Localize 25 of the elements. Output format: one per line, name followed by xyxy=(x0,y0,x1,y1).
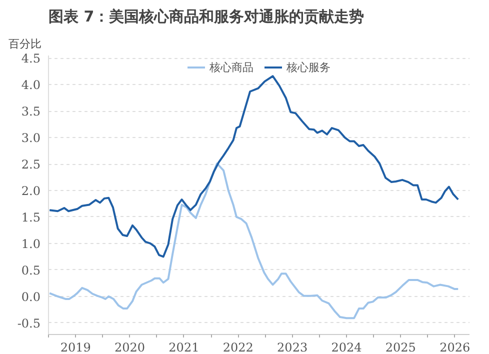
chart-title: 图表 7：美国核心商品和服务对通胀的贡献走势 xyxy=(48,8,364,26)
y-tick-label: -0.5 xyxy=(17,316,40,330)
y-tick-label: 2.5 xyxy=(21,158,41,172)
y-tick-label: 4.5 xyxy=(21,52,41,66)
x-tick-label: 2021 xyxy=(168,340,200,354)
y-tick-label: 2.0 xyxy=(21,184,41,198)
y-tick-label: 1.0 xyxy=(21,236,41,251)
legend-label: 核心商品 xyxy=(210,60,254,74)
x-tick-label: 2020 xyxy=(114,340,146,354)
y-tick-label: 0.5 xyxy=(21,263,41,278)
y-tick-label: 0.0 xyxy=(21,290,41,304)
x-tick-label: 2022 xyxy=(222,340,254,354)
x-tick-label: 2023 xyxy=(277,340,308,354)
line-series xyxy=(48,162,460,320)
y-tick-label: 3.5 xyxy=(21,104,41,119)
legend-label: 核心服务 xyxy=(286,60,330,74)
y-tick-label: 3.0 xyxy=(21,131,41,146)
line-series xyxy=(48,75,460,258)
x-tick-label: 2025 xyxy=(385,340,416,354)
x-tick-label: 2024 xyxy=(331,340,362,354)
y-axis-title: 百分比 xyxy=(8,38,42,50)
y-tick-label: 4.0 xyxy=(21,78,41,92)
x-tick-label: 2019 xyxy=(60,340,91,354)
y-tick-label: 1.5 xyxy=(21,210,41,224)
x-tick-label: 2026 xyxy=(440,340,470,354)
